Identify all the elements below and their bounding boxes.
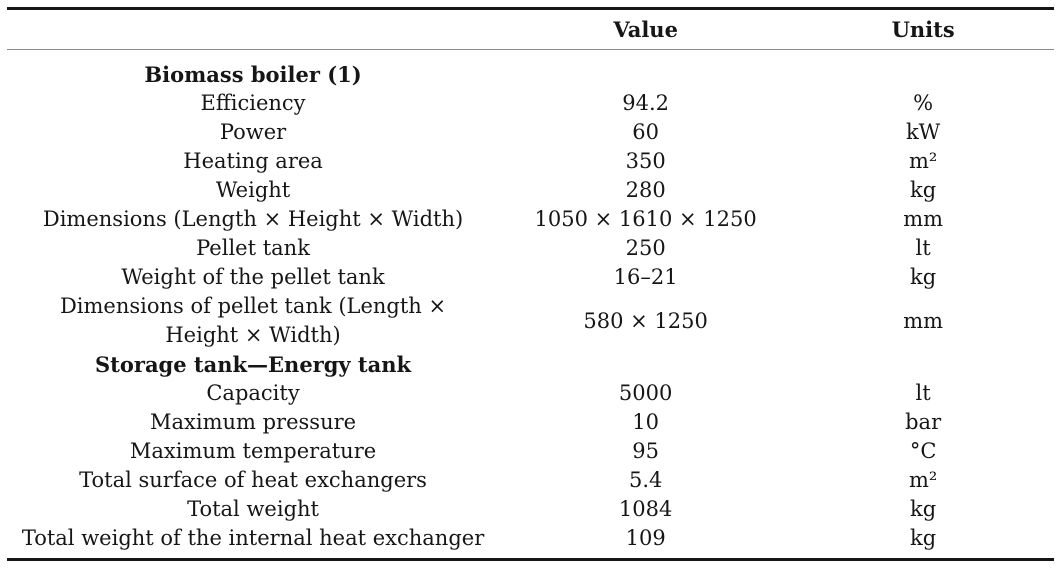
- units-cell: mm: [903, 207, 944, 231]
- value-cell: 350: [625, 149, 666, 173]
- parameter-cell: Efficiency: [200, 91, 306, 115]
- table-row-pellet-tank-dimensions: Dimensions of pellet tank (Length × Heig…: [7, 292, 1054, 350]
- parameter-cell: Weight: [215, 178, 291, 202]
- units-cell: bar: [905, 410, 942, 434]
- units-cell: °C: [909, 439, 937, 463]
- units-cell: kg: [910, 497, 937, 521]
- table-row-pellet-tank: Pellet tank 250 lt: [7, 234, 1054, 263]
- parameter-cell: Total weight: [187, 497, 319, 521]
- table-row-capacity: Capacity 5000 lt: [7, 379, 1054, 408]
- value-cell: 250: [625, 236, 666, 260]
- parameter-cell: Heating area: [183, 149, 323, 173]
- table-row-heating-area: Heating area 350 m²: [7, 147, 1054, 176]
- section-title: Storage tank—Energy tank: [95, 352, 412, 377]
- value-cell: 5000: [618, 381, 673, 405]
- table-row-total-weight: Total weight 1084 kg: [7, 495, 1054, 524]
- table-body: Biomass boiler (1) Efficiency 94.2 % Pow…: [7, 50, 1054, 560]
- parameter-cell: Pellet tank: [196, 236, 310, 260]
- parameter-cell: Dimensions (Length × Height × Width): [42, 207, 464, 231]
- units-cell: mm: [903, 308, 944, 333]
- col-header-value: Value: [499, 8, 793, 50]
- units-cell: kg: [910, 265, 937, 289]
- value-cell: 109: [625, 526, 666, 550]
- units-cell: lt: [915, 236, 931, 260]
- units-cell: [792, 50, 1054, 90]
- specifications-table-container: Value Units Biomass boiler (1) Efficienc…: [7, 7, 1054, 561]
- table-row-weight: Weight 280 kg: [7, 176, 1054, 205]
- units-cell: m²: [908, 468, 938, 492]
- parameter-cell: Capacity: [206, 381, 300, 405]
- value-cell: 95: [632, 439, 660, 463]
- parameter-cell: Maximum temperature: [129, 439, 377, 463]
- parameter-cell: Dimensions of pellet tank (Length × Heig…: [59, 294, 447, 347]
- value-cell: 5.4: [628, 468, 663, 492]
- value-cell: 60: [632, 120, 660, 144]
- table-header: Value Units: [7, 8, 1054, 50]
- col-header-units: Units: [792, 8, 1054, 50]
- table-row-pellet-tank-weight: Weight of the pellet tank 16–21 kg: [7, 263, 1054, 292]
- parameter-cell: Weight of the pellet tank: [121, 265, 385, 289]
- units-cell: %: [913, 91, 934, 115]
- table-row-power: Power 60 kW: [7, 118, 1054, 147]
- parameter-cell: Total weight of the internal heat exchan…: [21, 526, 485, 550]
- col-header-parameter: [7, 8, 500, 50]
- value-cell: 16–21: [613, 265, 678, 289]
- parameter-cell: Power: [219, 120, 287, 144]
- table-row-internal-heat-exchanger-weight: Total weight of the internal heat exchan…: [7, 524, 1054, 560]
- units-cell: kg: [910, 178, 937, 202]
- units-cell: lt: [915, 381, 931, 405]
- units-cell: [792, 350, 1054, 379]
- header-row: Value Units: [7, 8, 1054, 50]
- value-cell: 280: [625, 178, 666, 202]
- units-cell: kg: [910, 526, 937, 550]
- section-title: Biomass boiler (1): [144, 62, 362, 87]
- value-cell: [499, 50, 792, 90]
- table-row-heat-exchanger-surface: Total surface of heat exchangers 5.4 m²: [7, 466, 1054, 495]
- table-row-dimensions: Dimensions (Length × Height × Width) 105…: [7, 205, 1054, 234]
- value-cell: 580 × 1250: [583, 308, 708, 333]
- units-cell: m²: [908, 149, 938, 173]
- table-row-efficiency: Efficiency 94.2 %: [7, 89, 1054, 118]
- value-cell: 1084: [618, 497, 673, 521]
- parameter-cell: Total surface of heat exchangers: [79, 468, 427, 492]
- table-row-max-pressure: Maximum pressure 10 bar: [7, 408, 1054, 437]
- specifications-table: Value Units Biomass boiler (1) Efficienc…: [7, 7, 1054, 561]
- units-cell: kW: [905, 120, 941, 144]
- table-row-max-temperature: Maximum temperature 95 °C: [7, 437, 1054, 466]
- section-header-row-biomass-boiler: Biomass boiler (1): [7, 50, 1054, 90]
- value-cell: 1050 × 1610 × 1250: [534, 207, 757, 231]
- parameter-cell: Maximum pressure: [150, 410, 357, 434]
- value-cell: 10: [632, 410, 660, 434]
- value-cell: [499, 350, 792, 379]
- section-header-row-storage-tank: Storage tank—Energy tank: [7, 350, 1054, 379]
- value-cell: 94.2: [622, 91, 670, 115]
